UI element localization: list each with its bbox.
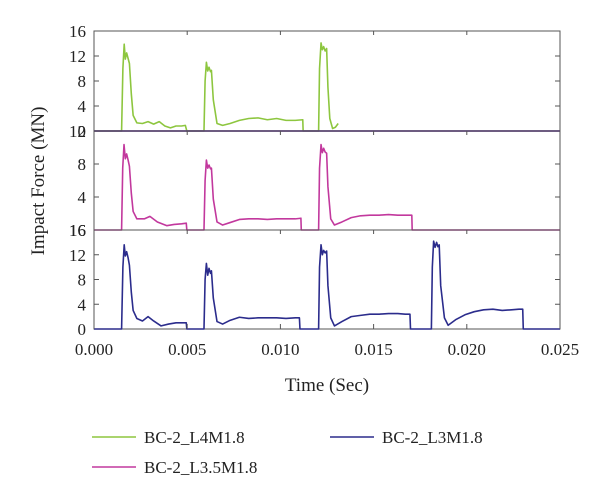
x-tick-label: 0.005 (168, 340, 206, 359)
y-tick-label: 0 (78, 122, 87, 141)
legend-label: BC-2_L4M1.8 (144, 428, 245, 447)
x-tick-label: 0.010 (261, 340, 299, 359)
legend-label: BC-2_L3M1.8 (382, 428, 483, 447)
x-tick-label: 0.000 (75, 340, 113, 359)
legend-item: BC-2_L3.5M1.8 (92, 458, 257, 477)
x-tick-label: 0.015 (354, 340, 392, 359)
series-line-BC-2_L4M1.8 (94, 42, 339, 132)
y-tick-label: 12 (69, 47, 86, 66)
y-tick-label: 16 (69, 221, 86, 240)
series-line-BC-2_L3.5M1.8 (94, 143, 560, 231)
y-tick-label: 16 (69, 221, 86, 240)
y-tick-label: 4 (78, 295, 87, 314)
chart-legend: BC-2_L4M1.8 BC-2_L3M1.8 BC-2_L3.5M1.8 (92, 428, 483, 477)
panel-2: 16 4 8 12 (69, 122, 561, 240)
y-tick-label: 8 (78, 72, 87, 91)
y-axis-label: Impact Force (MN) (28, 107, 49, 256)
series-line-BC-2_L3M1.8 (94, 240, 560, 330)
x-tick-label: 0.025 (541, 340, 579, 359)
legend-item: BC-2_L4M1.8 (92, 428, 245, 447)
legend-label: BC-2_L3.5M1.8 (144, 458, 257, 477)
x-axis-label: Time (Sec) (285, 375, 369, 396)
y-tick-label: 8 (78, 155, 87, 174)
y-tick-label: 12 (69, 246, 86, 265)
y-tick-label: 12 (69, 122, 86, 141)
y-tick-label: 4 (78, 97, 87, 116)
y-tick-label: 16 (69, 22, 86, 41)
x-tick-label: 0.020 (448, 340, 486, 359)
y-tick-label: 4 (78, 188, 87, 207)
legend-item: BC-2_L3M1.8 (330, 428, 483, 447)
x-axis: 0.000 0.005 0.010 0.015 0.020 0.025 (75, 31, 579, 359)
y-tick-label: 8 (78, 271, 87, 290)
y-tick-label: 0 (78, 320, 87, 339)
panel-1: 0 4 8 12 16 (69, 22, 561, 141)
panel-3: 0 4 8 12 16 (69, 221, 561, 339)
